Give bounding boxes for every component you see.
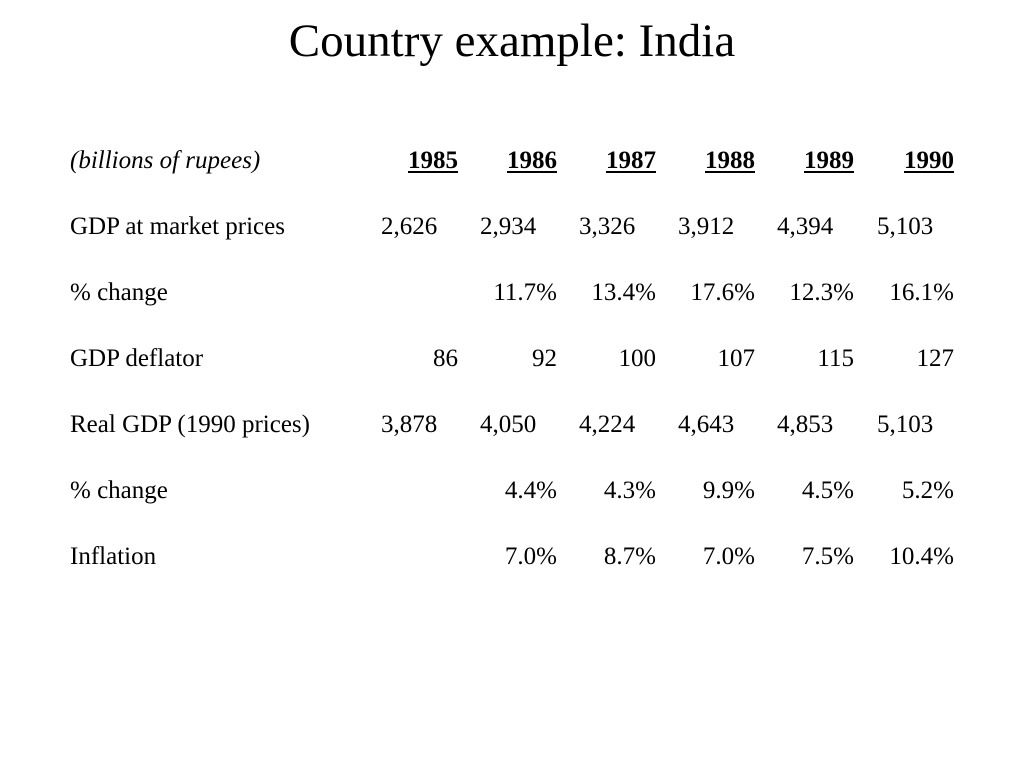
table-cell: 4.3% — [603, 477, 656, 504]
year-header: 1987 — [606, 147, 656, 174]
row-label: Inflation — [70, 543, 157, 570]
table-row: % change 4.4% 4.3% 9.9% 4.5% 5.2% — [0, 474, 1024, 508]
table-cell: 7.0% — [702, 543, 755, 570]
table-cell: 100 — [618, 345, 657, 372]
table-cell: 12.3% — [789, 279, 854, 306]
row-label: GDP deflator — [70, 345, 204, 372]
table-header-row: (billions of rupees) 1985 1986 1987 1988… — [0, 144, 1024, 178]
year-header: 1990 — [904, 147, 954, 174]
table-cell: 5.2% — [901, 477, 954, 504]
table-cell: 16.1% — [889, 279, 954, 306]
table-cell: 7.0% — [504, 543, 557, 570]
table-cell: 3,326 — [579, 213, 636, 240]
table-cell: 5,103 — [877, 411, 934, 438]
table-cell: 2,934 — [480, 213, 537, 240]
year-header: 1985 — [408, 147, 458, 174]
slide-title: Country example: India — [288, 15, 736, 67]
table-cell: 107 — [717, 345, 756, 372]
table-cell: 5,103 — [877, 213, 934, 240]
table-cell: 9.9% — [702, 477, 755, 504]
table-row: Inflation 7.0% 8.7% 7.0% 7.5% 10.4% — [0, 540, 1024, 574]
table-cell: 4,853 — [777, 411, 834, 438]
table-cell: 11.7% — [493, 279, 557, 306]
table-cell: 13.4% — [591, 279, 656, 306]
table-cell: 10.4% — [889, 543, 954, 570]
table-row: GDP deflator 86 92 100 107 115 127 — [0, 342, 1024, 376]
table-cell: 8.7% — [603, 543, 656, 570]
table-row: Real GDP (1990 prices) 3,878 4,050 4,224… — [0, 408, 1024, 442]
table-cell: 127 — [916, 345, 955, 372]
table-cell: 4.4% — [504, 477, 557, 504]
table-cell: 4.5% — [801, 477, 854, 504]
table-cell: 3,912 — [678, 213, 735, 240]
table-cell: 115 — [817, 345, 854, 372]
year-header: 1988 — [705, 147, 755, 174]
table-cell: 2,626 — [381, 213, 438, 240]
year-header: 1989 — [804, 147, 854, 174]
row-label: GDP at market prices — [70, 213, 285, 240]
table-cell: 86 — [433, 345, 458, 372]
table-cell: 4,050 — [480, 411, 537, 438]
unit-label: (billions of rupees) — [70, 147, 261, 174]
table-cell: 4,643 — [678, 411, 735, 438]
table-row: GDP at market prices 2,626 2,934 3,326 3… — [0, 210, 1024, 244]
table-row: % change 11.7% 13.4% 17.6% 12.3% 16.1% — [0, 276, 1024, 310]
table-cell: 92 — [532, 345, 557, 372]
table-cell: 17.6% — [690, 279, 755, 306]
row-label: Real GDP (1990 prices) — [70, 411, 310, 438]
table-cell: 4,224 — [579, 411, 636, 438]
table-cell: 3,878 — [381, 411, 438, 438]
table-cell: 7.5% — [801, 543, 854, 570]
table-cell: 4,394 — [777, 213, 834, 240]
row-label: % change — [70, 477, 168, 504]
row-label: % change — [70, 279, 168, 306]
year-header: 1986 — [507, 147, 557, 174]
